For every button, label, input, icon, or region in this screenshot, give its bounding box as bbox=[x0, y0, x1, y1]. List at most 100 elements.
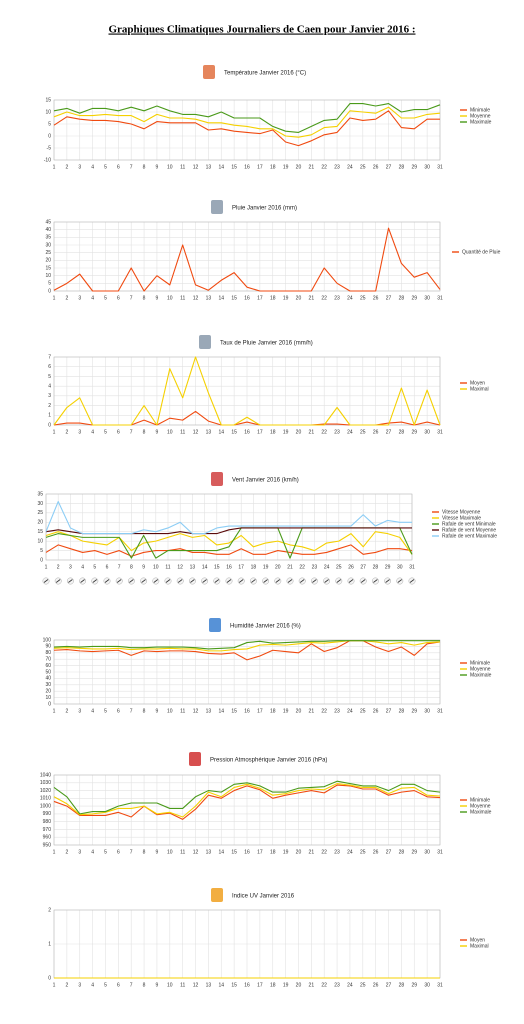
y-tick-label: 1 bbox=[48, 941, 51, 947]
x-tick-label: 4 bbox=[91, 849, 94, 855]
x-tick-label: 13 bbox=[206, 849, 212, 855]
chart-icon bbox=[189, 752, 201, 766]
chart-title: Humidité Janvier 2016 (%) bbox=[230, 624, 301, 630]
x-tick-label: 22 bbox=[321, 708, 327, 714]
x-tick-label: 25 bbox=[360, 429, 366, 435]
x-tick-label: 30 bbox=[424, 982, 430, 988]
x-tick-label: 7 bbox=[130, 429, 133, 435]
x-tick-label: 5 bbox=[104, 708, 107, 714]
x-tick-label: 5 bbox=[104, 849, 107, 855]
x-tick-label: 18 bbox=[251, 564, 257, 570]
page-title: Graphiques Climatiques Journaliers de Ca… bbox=[108, 24, 415, 36]
legend-label: Moyenne bbox=[470, 113, 491, 119]
x-tick-label: 16 bbox=[244, 849, 250, 855]
series-line bbox=[53, 780, 441, 815]
x-tick-label: 3 bbox=[78, 708, 81, 714]
x-tick-label: 26 bbox=[373, 429, 379, 435]
x-tick-label: 4 bbox=[81, 564, 84, 570]
legend-label: Vitesse Maximale bbox=[442, 515, 481, 521]
legend-label: Maximal bbox=[470, 386, 489, 392]
x-tick-label: 26 bbox=[373, 708, 379, 714]
series-line bbox=[53, 784, 441, 820]
wind-direction-arrow bbox=[385, 579, 390, 583]
x-tick-label: 27 bbox=[386, 429, 392, 435]
y-tick-label: 60 bbox=[45, 663, 51, 669]
x-tick-label: 25 bbox=[360, 164, 366, 170]
x-tick-label: 1 bbox=[53, 982, 56, 988]
wind-direction-arrow bbox=[165, 579, 171, 583]
x-tick-label: 19 bbox=[283, 295, 289, 301]
y-tick-label: 25 bbox=[37, 510, 43, 516]
x-tick-label: 28 bbox=[399, 164, 405, 170]
x-tick-label: 30 bbox=[424, 708, 430, 714]
x-tick-label: 8 bbox=[143, 295, 146, 301]
x-tick-label: 12 bbox=[177, 564, 183, 570]
y-tick-label: 20 bbox=[37, 520, 43, 526]
wind-direction-arrow bbox=[92, 579, 98, 583]
x-tick-label: 14 bbox=[218, 429, 224, 435]
y-tick-label: 6 bbox=[48, 364, 51, 370]
x-tick-label: 6 bbox=[117, 164, 120, 170]
x-tick-label: 28 bbox=[399, 429, 405, 435]
x-tick-label: 3 bbox=[78, 849, 81, 855]
x-tick-label: 29 bbox=[411, 164, 417, 170]
legend-label: Rafale de vent Moyenne bbox=[442, 527, 496, 533]
x-tick-label: 14 bbox=[218, 708, 224, 714]
x-tick-label: 8 bbox=[143, 164, 146, 170]
series-line bbox=[45, 531, 413, 555]
x-tick-label: 9 bbox=[156, 849, 159, 855]
x-tick-label: 16 bbox=[244, 982, 250, 988]
wind-direction-arrow bbox=[312, 579, 317, 583]
y-tick-label: 5 bbox=[48, 374, 51, 380]
x-tick-label: 3 bbox=[69, 564, 72, 570]
x-tick-label: 18 bbox=[270, 849, 276, 855]
y-tick-label: 45 bbox=[45, 219, 51, 225]
x-tick-label: 9 bbox=[156, 708, 159, 714]
wind-direction-arrow bbox=[43, 579, 49, 583]
wind-direction-arrow bbox=[360, 579, 366, 583]
y-tick-label: 20 bbox=[45, 689, 51, 695]
x-tick-label: 2 bbox=[65, 295, 68, 301]
wind-direction-arrow bbox=[55, 579, 61, 583]
y-tick-label: 0 bbox=[48, 422, 51, 428]
y-tick-label: 4 bbox=[48, 383, 51, 389]
x-tick-label: 4 bbox=[91, 295, 94, 301]
x-tick-label: 17 bbox=[257, 295, 263, 301]
x-tick-label: 13 bbox=[206, 295, 212, 301]
x-tick-label: 20 bbox=[296, 982, 302, 988]
wind-direction-arrow bbox=[141, 579, 146, 583]
x-tick-label: 20 bbox=[296, 295, 302, 301]
x-tick-label: 7 bbox=[130, 164, 133, 170]
y-tick-label: 1010 bbox=[40, 796, 51, 802]
x-tick-label: 7 bbox=[130, 849, 133, 855]
x-tick-label: 11 bbox=[180, 849, 185, 855]
x-tick-label: 30 bbox=[397, 564, 403, 570]
x-tick-label: 28 bbox=[373, 564, 379, 570]
x-tick-label: 24 bbox=[347, 295, 353, 301]
x-tick-label: 16 bbox=[244, 295, 250, 301]
x-tick-label: 12 bbox=[193, 295, 199, 301]
wind-direction-arrow bbox=[238, 579, 244, 583]
y-tick-label: 0 bbox=[48, 701, 51, 707]
wind-direction-arrow bbox=[324, 579, 329, 583]
y-tick-label: 20 bbox=[45, 258, 51, 264]
x-tick-label: 9 bbox=[156, 164, 159, 170]
y-tick-label: 15 bbox=[45, 97, 51, 103]
y-tick-label: 35 bbox=[37, 491, 43, 497]
x-tick-label: 5 bbox=[93, 564, 96, 570]
x-tick-label: 11 bbox=[180, 982, 185, 988]
x-tick-label: 24 bbox=[347, 429, 353, 435]
x-tick-label: 22 bbox=[321, 849, 327, 855]
x-tick-label: 12 bbox=[193, 849, 199, 855]
plot-frame bbox=[53, 639, 441, 705]
chart-icon bbox=[203, 65, 215, 79]
series-line bbox=[45, 544, 413, 557]
x-tick-label: 1 bbox=[53, 708, 56, 714]
x-tick-label: 19 bbox=[263, 564, 269, 570]
x-tick-label: 13 bbox=[206, 429, 212, 435]
x-tick-label: 21 bbox=[309, 164, 315, 170]
x-tick-label: 10 bbox=[167, 295, 173, 301]
wind-direction-arrow bbox=[263, 579, 268, 583]
wind-direction-arrow bbox=[202, 579, 207, 583]
legend-label: Vitesse Moyenne bbox=[442, 509, 480, 515]
